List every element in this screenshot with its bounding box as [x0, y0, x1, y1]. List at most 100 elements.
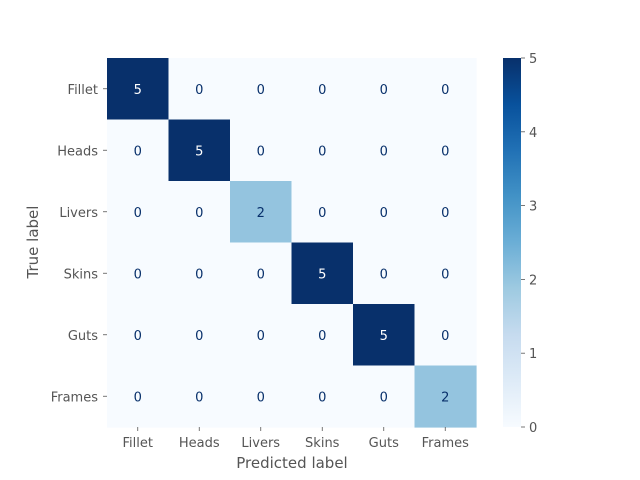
cell-value-label: 0: [318, 83, 326, 98]
x-tick-label: Fillet: [123, 436, 153, 451]
heatmap-cells: [107, 58, 477, 428]
heatmap-cell: [291, 304, 354, 367]
cell-value-label: 0: [380, 206, 388, 221]
heatmap-cell: [107, 304, 170, 367]
heatmap-cell: [353, 58, 416, 121]
cell-value-labels: 5 0 0 0 0 0 0 5 0 0 0 0 0 0 2 0 0 0 0 0 0 5 0 0 0 0 0 0 5 0 0 0 0 0 0 2: [134, 83, 450, 406]
colorbar: 0 1 2 3 4 5: [503, 52, 537, 436]
heatmap-cell: [353, 242, 416, 305]
y-axis-ticks: Fillet Heads Livers Skins Guts Frames: [51, 83, 107, 405]
heatmap-cell: [291, 181, 354, 244]
heatmap-cell: [353, 181, 416, 244]
y-tick-label: Frames: [51, 390, 99, 405]
colorbar-tick-label: 1: [529, 347, 537, 362]
cell-value-label: 0: [380, 267, 388, 282]
cell-value-label: 2: [257, 206, 265, 221]
heatmap-cell: [168, 242, 231, 305]
y-tick-label: Guts: [68, 329, 98, 344]
cell-value-label: 0: [195, 206, 203, 221]
cell-value-label: 0: [318, 206, 326, 221]
heatmap-cell: [168, 58, 231, 121]
heatmap-cell: [291, 242, 354, 305]
cell-value-label: 5: [318, 267, 326, 282]
cell-value-label: 0: [441, 144, 449, 159]
cell-value-label: 0: [195, 83, 203, 98]
colorbar-tick-label: 3: [529, 200, 537, 215]
heatmap-cell: [414, 304, 477, 367]
heatmap-cell: [107, 242, 170, 305]
y-axis-label: True label: [24, 206, 42, 280]
y-tick-label: Livers: [59, 206, 98, 221]
cell-value-label: 0: [134, 329, 142, 344]
cell-value-label: 0: [380, 83, 388, 98]
x-tick-label: Guts: [369, 436, 399, 451]
x-axis-ticks: Fillet Heads Livers Skins Guts Frames: [123, 427, 470, 451]
cell-value-label: 0: [134, 144, 142, 159]
cell-value-label: 0: [380, 390, 388, 405]
cell-value-label: 5: [134, 83, 142, 98]
colorbar-tick-label: 2: [529, 273, 537, 288]
heatmap-cell: [168, 181, 231, 244]
colorbar-gradient: [503, 58, 521, 427]
y-tick-label: Skins: [64, 267, 99, 282]
x-tick-label: Heads: [179, 436, 220, 451]
heatmap-cell: [168, 365, 231, 428]
colorbar-tick-label: 0: [529, 421, 537, 436]
cell-value-label: 0: [195, 329, 203, 344]
heatmap-cell: [414, 181, 477, 244]
cell-value-label: 0: [195, 267, 203, 282]
heatmap-cell: [168, 304, 231, 367]
cell-value-label: 0: [134, 390, 142, 405]
x-tick-label: Livers: [241, 436, 280, 451]
cell-value-label: 0: [318, 329, 326, 344]
cell-value-label: 0: [134, 206, 142, 221]
y-tick-label: Fillet: [68, 83, 98, 98]
heatmap-cell: [230, 304, 293, 367]
heatmap-cell: [291, 58, 354, 121]
cell-value-label: 0: [257, 83, 265, 98]
cell-value-label: 0: [318, 390, 326, 405]
x-tick-label: Frames: [422, 436, 470, 451]
colorbar-ticks: 0 1 2 3 4 5: [521, 52, 537, 436]
y-tick-label: Heads: [57, 144, 98, 159]
cell-value-label: 0: [441, 329, 449, 344]
heatmap-cell: [414, 119, 477, 182]
heatmap-cell: [168, 119, 231, 182]
cell-value-label: 0: [441, 267, 449, 282]
cell-value-label: 0: [257, 267, 265, 282]
cell-value-label: 0: [257, 144, 265, 159]
heatmap-cell: [291, 365, 354, 428]
cell-value-label: 0: [257, 390, 265, 405]
cell-value-label: 0: [134, 267, 142, 282]
cell-value-label: 2: [441, 390, 449, 405]
heatmap-cell: [107, 181, 170, 244]
colorbar-tick-label: 5: [529, 52, 537, 67]
heatmap-cell: [353, 119, 416, 182]
cell-value-label: 0: [195, 390, 203, 405]
heatmap-cell: [230, 242, 293, 305]
cell-value-label: 0: [441, 206, 449, 221]
cell-value-label: 5: [195, 144, 203, 159]
colorbar-tick-label: 4: [529, 126, 537, 141]
cell-value-label: 0: [441, 83, 449, 98]
heatmap-cell: [414, 58, 477, 121]
cell-value-label: 0: [257, 329, 265, 344]
heatmap-cell: [107, 119, 170, 182]
cell-value-label: 5: [380, 329, 388, 344]
heatmap-cell: [230, 119, 293, 182]
heatmap-cell: [353, 365, 416, 428]
heatmap-cell: [107, 58, 170, 121]
heatmap-cell: [414, 242, 477, 305]
heatmap-cell: [353, 304, 416, 367]
x-tick-label: Skins: [305, 436, 340, 451]
heatmap-cell: [230, 58, 293, 121]
heatmap-cell: [230, 181, 293, 244]
cell-value-label: 0: [380, 144, 388, 159]
x-axis-label: Predicted label: [236, 454, 347, 472]
heatmap-cell: [291, 119, 354, 182]
heatmap-cell: [414, 365, 477, 428]
heatmap-cell: [107, 365, 170, 428]
cell-value-label: 0: [318, 144, 326, 159]
heatmap-cell: [230, 365, 293, 428]
